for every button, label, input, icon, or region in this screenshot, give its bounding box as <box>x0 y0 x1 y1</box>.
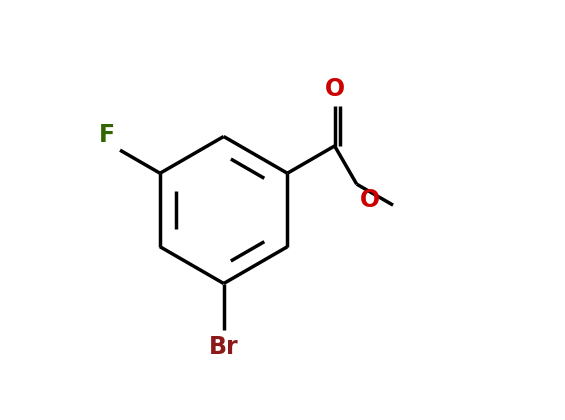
Text: O: O <box>360 187 380 212</box>
Text: Br: Br <box>209 335 238 359</box>
Text: F: F <box>99 123 115 147</box>
Text: O: O <box>324 77 345 101</box>
